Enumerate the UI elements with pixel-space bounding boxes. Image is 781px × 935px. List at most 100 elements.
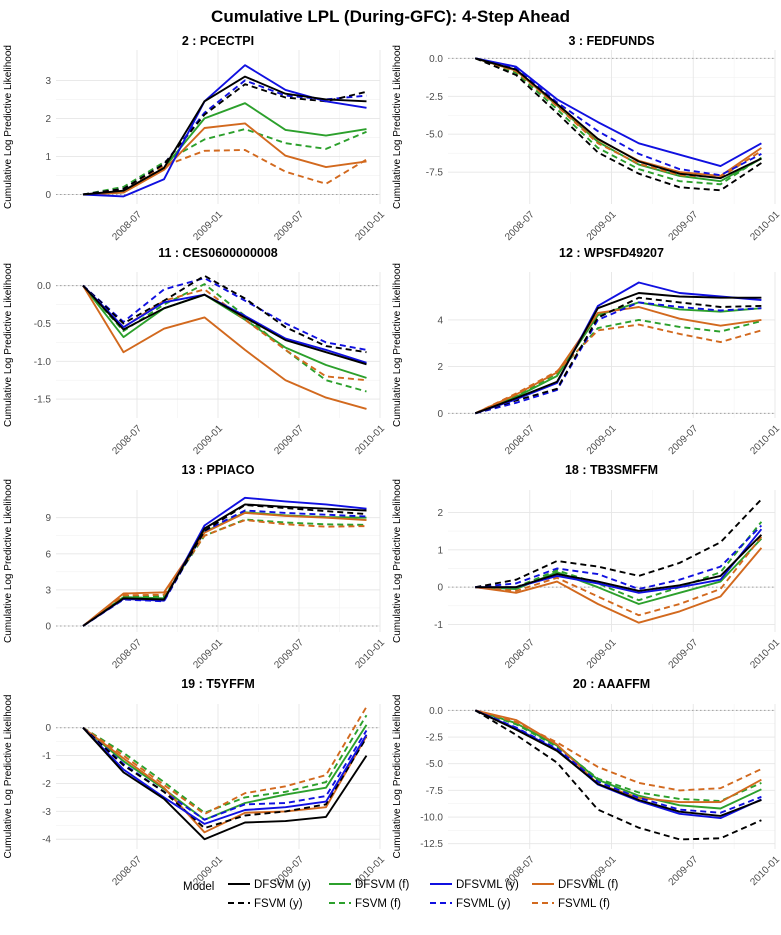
y-axis-label: Cumulative Log Predictive Likelihood <box>3 263 14 427</box>
panel-title: 3 : FEDFUNDS <box>568 34 654 48</box>
y-tick-label: 0 <box>45 723 51 734</box>
legend-item-dfsvm-y: DFSVM (y) <box>228 879 311 891</box>
y-tick-label: 3 <box>45 585 51 596</box>
x-tick-label: 2009-07 <box>667 637 701 671</box>
legend-item-dfsvm-f: DFSVM (f) <box>329 879 409 891</box>
series-fsvm-y <box>82 727 368 830</box>
series-fsvm-f <box>474 57 762 186</box>
panel-title: 18 : TB3SMFFM <box>565 463 658 477</box>
series-dfsvml-f <box>82 122 367 196</box>
series-fsvm-y <box>475 296 762 415</box>
y-tick-label: 0.0 <box>429 54 443 65</box>
x-tick-label: 2008-07 <box>503 209 537 243</box>
series-dfsvm-f <box>82 511 367 627</box>
y-tick-label: 9 <box>45 513 51 524</box>
y-tick-label: -2.5 <box>426 733 444 744</box>
legend-label: DFSVML (f) <box>558 879 618 891</box>
panel-18-tb3smffm: 2008-07 2009-01 2009-07 2010-01 2 1 0 -1 18 : TB… <box>392 463 781 671</box>
x-tick-label: 2010-01 <box>353 423 387 457</box>
y-tick-label: 0 <box>437 583 443 594</box>
series-dfsvml-f <box>474 306 762 415</box>
x-tick-label: 2009-07 <box>667 423 701 457</box>
series-fsvm-f <box>82 283 367 393</box>
series-fsvml-y <box>475 57 762 177</box>
x-tick-label: 2009-01 <box>585 637 619 671</box>
y-tick-label: -5.0 <box>426 759 444 770</box>
y-tick-label: 4 <box>437 315 443 326</box>
y-tick-label: -2 <box>42 779 51 790</box>
series-dfsvml-f <box>475 709 762 804</box>
series-dfsvm-y <box>475 534 763 592</box>
panel-title: 13 : PPIACO <box>182 463 255 477</box>
series-fsvm-f <box>82 714 368 814</box>
y-tick-label: -1 <box>42 751 51 762</box>
x-tick-label: 2009-01 <box>585 209 619 243</box>
y-tick-label: 2 <box>437 362 443 373</box>
panel-19-t5yffm: 2008-07 2009-01 2009-07 2010-010-1-2-3-419 … <box>3 677 387 888</box>
y-tick-label: 3 <box>45 76 51 87</box>
y-tick-label: 2 <box>45 114 51 125</box>
legend-item-fsvm-f: FSVM (f) <box>329 898 401 910</box>
panel-20-aaaffm: 2008-07 2009-01 2009-07 2010-010.0-2.5-5.0-… <box>392 677 781 888</box>
y-tick-label: -7.5 <box>426 168 444 179</box>
panel-12-wpsfd49207: 2008-07 2009-01 2009-07 2010-01 0 2 4 12 : WPSF… <box>392 246 781 457</box>
series-dfsvml-f <box>82 511 367 627</box>
series-fsvml-f <box>474 323 762 415</box>
series-dfsvm-y <box>475 57 762 180</box>
panel-title: 11 : CES0600000008 <box>158 246 278 260</box>
x-tick-label: 2009-01 <box>191 209 225 243</box>
x-tick-label: 2009-07 <box>667 209 701 243</box>
series-dfsvml-f <box>82 285 367 410</box>
x-tick-label: 2008-07 <box>110 637 144 671</box>
series-fsvm-f <box>474 318 762 415</box>
series-dfsvm-y <box>474 292 762 415</box>
series-fsvml-f <box>82 149 367 196</box>
series-dfsvml-y <box>82 64 367 198</box>
series-dfsvm-y <box>82 75 367 196</box>
x-tick-label: 2008-07 <box>503 637 537 671</box>
x-tick-label: 2010-01 <box>748 637 781 671</box>
y-axis-label: Cumulative Log Predictive Likelihood <box>392 695 403 859</box>
series-fsvml-f <box>475 536 763 617</box>
panel-13-ppiaco: 2008-07 2009-01 2009-07 2010-01 0 3 6 9 13 : PPI… <box>3 463 387 671</box>
y-tick-label: 1 <box>437 545 443 556</box>
legend-title: Model <box>183 881 214 893</box>
x-tick-label: 2010-01 <box>748 854 781 888</box>
y-tick-label: -0.5 <box>34 319 52 330</box>
y-axis-label: Cumulative Log Predictive Likelihood <box>3 695 14 859</box>
y-axis-label: Cumulative Log Predictive Likelihood <box>392 45 403 209</box>
panel-title: 12 : WPSFD49207 <box>559 246 664 260</box>
y-axis-label: Cumulative Log Predictive Likelihood <box>3 45 14 209</box>
series-dfsvml-f <box>82 726 368 834</box>
y-tick-label: -7.5 <box>426 786 444 797</box>
series-fsvm-y <box>475 498 763 589</box>
y-tick-label: 0.0 <box>429 706 443 717</box>
y-tick-label: 1 <box>45 152 51 163</box>
series-fsvml-y <box>475 301 762 415</box>
y-tick-label: -2.5 <box>426 92 444 103</box>
legend-label: DFSVM (f) <box>355 879 409 891</box>
series-fsvml-f <box>82 519 367 627</box>
series-dfsvml-f <box>475 547 763 624</box>
x-tick-label: 2010-01 <box>748 423 781 457</box>
y-tick-label: 6 <box>45 549 51 560</box>
y-tick-label: -12.5 <box>420 839 443 850</box>
y-tick-label: 0 <box>437 409 443 420</box>
x-tick-label: 2008-07 <box>503 423 537 457</box>
x-tick-label: 2009-07 <box>272 637 306 671</box>
x-tick-label: 2009-07 <box>667 854 701 888</box>
series-fsvml-y <box>82 277 367 351</box>
y-tick-label: 0 <box>45 190 51 201</box>
series-dfsvml-y <box>475 57 762 168</box>
y-axis-label: Cumulative Log Predictive Likelihood <box>392 263 403 427</box>
legend-label: DFSVM (y) <box>254 879 311 891</box>
panel-title: 19 : T5YFFM <box>181 677 255 691</box>
legend-item-fsvm-y: FSVM (y) <box>228 898 303 910</box>
series-fsvml-f <box>475 709 762 792</box>
series-fsvm-f <box>474 709 762 802</box>
series-dfsvm-f <box>82 285 367 379</box>
panel-title: 20 : AAAFFM <box>573 677 650 691</box>
y-axis-label: Cumulative Log Predictive Likelihood <box>3 479 14 643</box>
figure-title: Cumulative LPL (During-GFC): 4-Step Ahea… <box>211 7 570 26</box>
series-dfsvm-y <box>82 727 368 841</box>
